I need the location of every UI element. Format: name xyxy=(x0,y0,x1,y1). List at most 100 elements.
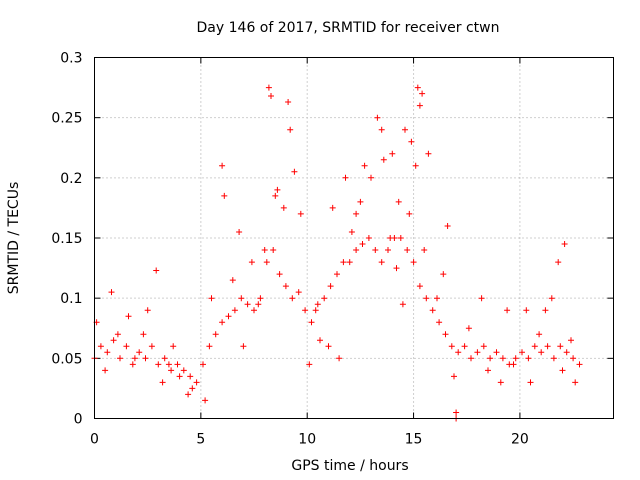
data-point xyxy=(140,331,147,338)
data-point xyxy=(542,307,549,314)
data-point xyxy=(265,84,272,91)
data-point xyxy=(174,361,181,368)
data-point xyxy=(380,156,387,163)
data-point xyxy=(568,337,574,344)
data-point xyxy=(389,150,396,157)
data-point xyxy=(200,361,206,368)
data-point xyxy=(148,343,155,350)
data-point xyxy=(125,313,132,320)
data-point xyxy=(257,295,264,302)
data-point xyxy=(136,349,143,356)
data-point xyxy=(212,331,219,338)
data-point xyxy=(159,379,166,386)
data-point xyxy=(189,385,196,392)
data-point xyxy=(346,259,353,266)
data-point xyxy=(525,355,532,362)
y-tick-label: 0 xyxy=(74,412,83,428)
data-point xyxy=(285,99,292,105)
data-point xyxy=(497,379,504,386)
data-point xyxy=(416,283,423,290)
data-point xyxy=(287,126,294,133)
data-point xyxy=(419,90,426,97)
data-point xyxy=(321,295,328,302)
data-point xyxy=(180,367,187,374)
data-point xyxy=(185,391,192,398)
data-point xyxy=(421,247,428,253)
data-point xyxy=(208,295,215,302)
data-point xyxy=(306,361,313,368)
x-tick-label: 5 xyxy=(196,432,205,448)
data-point xyxy=(340,259,347,266)
data-point xyxy=(353,210,360,217)
data-point xyxy=(206,343,213,350)
data-point xyxy=(519,349,525,356)
data-point xyxy=(410,259,417,266)
data-point xyxy=(334,271,340,278)
data-point xyxy=(395,198,402,205)
data-point xyxy=(289,295,296,302)
data-point xyxy=(393,265,400,272)
data-point xyxy=(161,355,168,362)
x-tick-label: 10 xyxy=(298,432,316,448)
data-point xyxy=(404,247,411,253)
data-point xyxy=(576,361,583,368)
y-tick-label: 0.1 xyxy=(60,291,82,307)
data-point xyxy=(523,307,530,314)
data-point xyxy=(425,150,432,157)
data-point xyxy=(280,204,287,211)
y-axis-label: SRMTID / TECUs xyxy=(6,182,22,295)
data-point xyxy=(548,295,555,302)
data-point xyxy=(261,247,268,253)
data-point xyxy=(368,174,374,181)
data-point xyxy=(429,307,436,314)
data-point xyxy=(153,267,160,274)
data-point xyxy=(555,259,562,266)
data-point xyxy=(561,241,568,247)
data-point xyxy=(440,271,447,278)
data-point xyxy=(442,331,449,338)
data-point xyxy=(406,210,413,217)
data-point xyxy=(444,223,451,229)
data-point xyxy=(202,397,209,404)
data-point xyxy=(229,277,236,284)
data-point xyxy=(465,325,472,332)
data-point xyxy=(168,367,175,374)
data-point xyxy=(468,355,474,362)
data-point xyxy=(104,349,111,356)
data-point xyxy=(302,307,309,314)
data-point xyxy=(399,301,406,308)
data-point xyxy=(361,162,368,169)
plot-frame xyxy=(94,57,614,419)
data-point xyxy=(219,162,226,169)
data-point xyxy=(527,379,534,386)
data-point xyxy=(117,355,123,362)
data-point xyxy=(291,168,298,175)
data-point xyxy=(314,301,321,308)
data-point xyxy=(493,349,500,356)
data-point xyxy=(378,259,385,266)
data-point xyxy=(142,355,149,362)
data-point xyxy=(557,343,564,350)
data-point xyxy=(365,235,372,241)
data-point xyxy=(485,367,491,374)
data-point xyxy=(453,409,460,416)
y-tick-label: 0.3 xyxy=(60,51,82,67)
data-point xyxy=(272,192,279,199)
data-point xyxy=(231,307,238,314)
x-tick-label: 15 xyxy=(405,432,423,448)
data-point xyxy=(129,361,136,368)
data-point xyxy=(536,331,543,338)
data-point xyxy=(385,247,391,253)
data-point xyxy=(474,349,481,356)
data-point xyxy=(412,162,419,169)
data-point xyxy=(572,379,579,386)
data-point xyxy=(550,355,557,362)
data-point xyxy=(353,247,360,253)
data-point xyxy=(114,331,121,338)
data-point xyxy=(408,138,415,145)
data-point xyxy=(270,247,277,253)
data-point xyxy=(176,373,183,380)
data-point xyxy=(248,259,255,266)
data-point xyxy=(423,295,430,302)
